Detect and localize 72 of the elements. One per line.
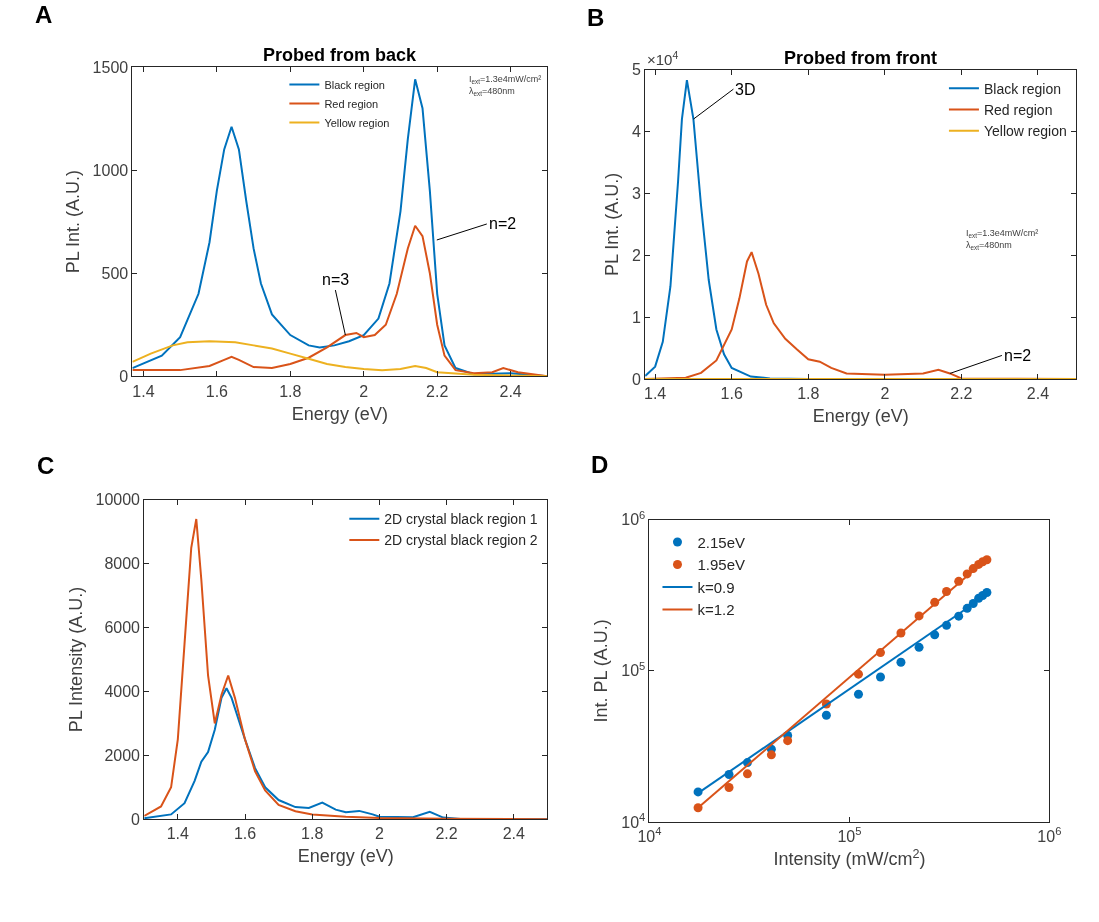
x-tick-label: 2.4 xyxy=(502,825,525,843)
legend-label: 2D crystal black region 1 xyxy=(384,511,538,528)
x-tick-label: 10$^{5}$ xyxy=(837,825,862,846)
x-tick-label: 1.8 xyxy=(797,385,820,403)
legend-label: k=1.2 xyxy=(697,601,735,619)
x-axis-title: Energy (eV) xyxy=(291,403,388,424)
legend-label: 1.95eV xyxy=(697,556,746,574)
y-axis-title: PL Int. (A.U.) xyxy=(62,169,83,274)
annotation: 3D xyxy=(735,81,756,98)
chart-title: Probed from back xyxy=(263,45,418,65)
text: B xyxy=(587,4,605,31)
y-tick-label: 1000 xyxy=(92,161,129,179)
text: ×10$^{4}$ xyxy=(647,49,679,69)
x-tick-label: 1.6 xyxy=(233,825,257,843)
x-tick-label: 2 xyxy=(374,825,384,843)
legend-label: 2.15eV xyxy=(697,533,746,551)
x-tick-label: 2.4 xyxy=(1026,385,1050,403)
x-tick-label: 2.2 xyxy=(426,382,449,400)
y-tick-label: 3 xyxy=(632,184,642,202)
annotation: n=3 xyxy=(322,271,350,288)
legend-label: Yellow region xyxy=(983,123,1067,140)
annotation: n=2 xyxy=(489,215,517,232)
x-axis-title: Energy (eV) xyxy=(297,846,394,867)
y-tick-label: 0 xyxy=(119,367,129,385)
y-tick-label: 2000 xyxy=(104,746,141,764)
y-tick-label: 4 xyxy=(632,123,642,141)
x-tick-label: 1.4 xyxy=(132,382,155,400)
x-axis-title: Intensity (mW/cm$^{2}$) xyxy=(773,846,926,870)
x-tick-label: 10$^{6}$ xyxy=(1037,825,1062,846)
x-tick-label: 2.2 xyxy=(435,825,458,843)
y-tick-label: 1 xyxy=(632,308,642,326)
legend-label: Black region xyxy=(324,78,385,91)
legend-label: Red region xyxy=(324,97,379,110)
legend-label: Red region xyxy=(983,101,1053,118)
y-tick-label: 5 xyxy=(632,61,642,79)
x-tick-label: 2.2 xyxy=(950,385,973,403)
y-tick-label: 1500 xyxy=(92,58,129,76)
x-tick-label: 2 xyxy=(880,385,890,403)
y-tick-label: 500 xyxy=(101,264,129,282)
x-tick-label: 2 xyxy=(359,382,369,400)
legend-label: k=0.9 xyxy=(697,578,735,596)
y-tick-label: 10000 xyxy=(95,491,141,509)
x-tick-label: 2.4 xyxy=(499,382,522,400)
x-tick-label: 1.6 xyxy=(205,382,229,400)
legend-label: 2D crystal black region 2 xyxy=(384,532,538,549)
text: D xyxy=(591,451,609,478)
x-tick-label: 1.8 xyxy=(301,825,324,843)
y-tick-label: 10$^{6}$ xyxy=(621,508,646,529)
x-tick-label: 1.8 xyxy=(279,382,302,400)
x-tick-label: 1.4 xyxy=(166,825,190,843)
annotation: n=2 xyxy=(1004,347,1032,364)
y-tick-label: 8000 xyxy=(104,555,141,573)
x-tick-label: 1.4 xyxy=(644,385,667,403)
x-tick-label: 1.6 xyxy=(720,385,743,403)
x-axis-title: Energy (eV) xyxy=(812,406,909,427)
legend-label: Yellow region xyxy=(324,116,390,129)
text: A xyxy=(35,1,53,28)
chart-title: Probed from front xyxy=(784,48,937,68)
y-tick-label: 2 xyxy=(632,246,642,264)
y-tick-label: 10$^{5}$ xyxy=(621,659,646,680)
text: C xyxy=(37,452,55,479)
line-series xyxy=(132,340,548,377)
y-axis-title: PL Int. (A.U.) xyxy=(602,172,623,276)
y-tick-label: 0 xyxy=(632,370,642,388)
y-tick-label: 6000 xyxy=(104,619,141,637)
annotation: I$_{ext}$=1.3e4mW/cm² λ$_{ext}$=480nm xyxy=(469,74,542,97)
y-axis-title: PL Intensity (A.U.) xyxy=(65,586,86,733)
y-tick-label: 0 xyxy=(131,810,141,828)
annotation: I$_{ext}$=1.3e4mW/cm² λ$_{ext}$=480nm xyxy=(966,228,1039,251)
legend-label: Black region xyxy=(983,80,1061,97)
y-tick-label: 4000 xyxy=(104,683,141,701)
y-axis-title: Int. PL (A.U.) xyxy=(591,619,612,723)
